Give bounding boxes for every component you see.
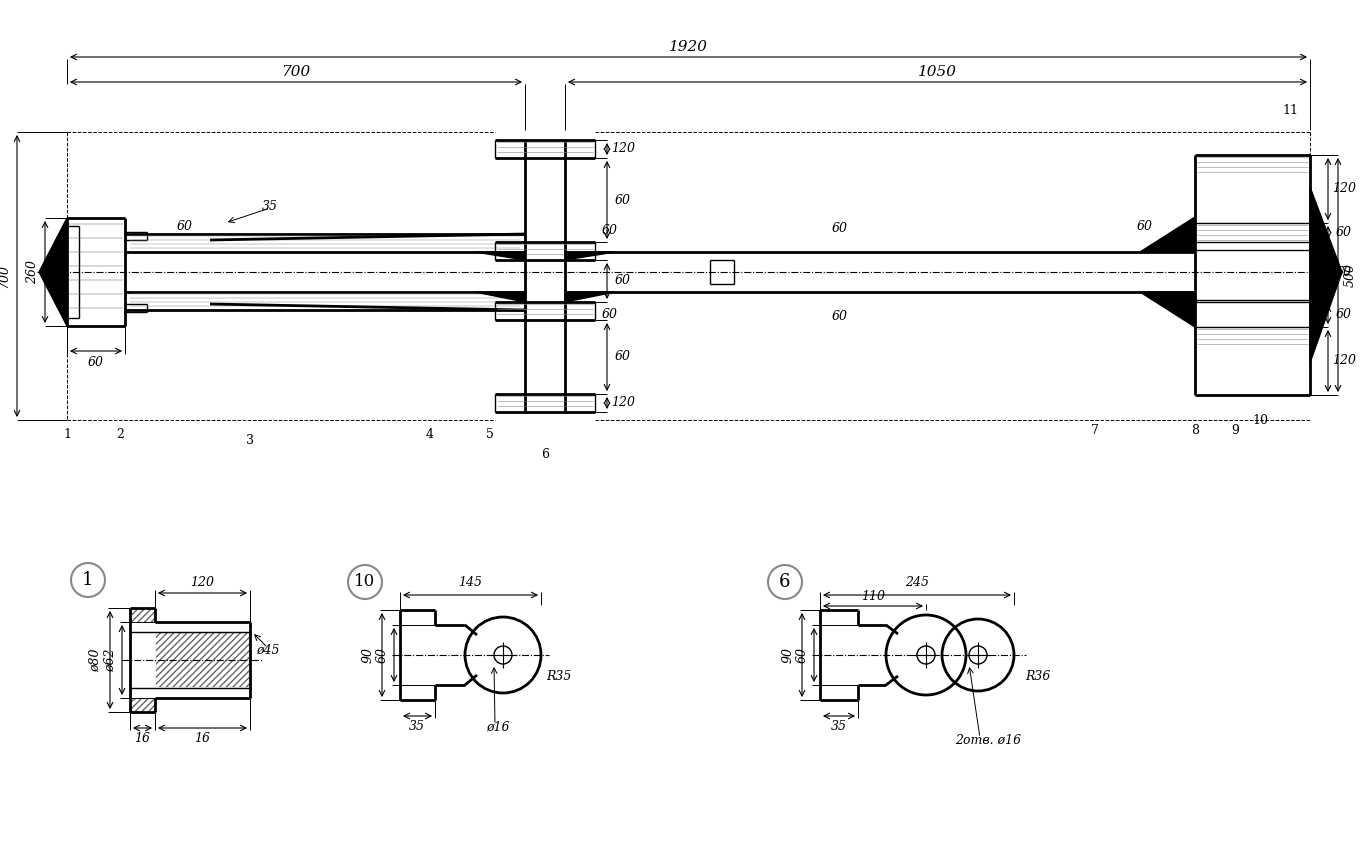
Text: 60: 60 [796, 647, 808, 663]
Text: 60: 60 [375, 647, 389, 663]
Text: ø45: ø45 [257, 644, 280, 656]
Text: 60: 60 [1336, 265, 1351, 278]
Text: ø16: ø16 [486, 721, 509, 734]
Polygon shape [1310, 187, 1342, 363]
Text: ø62: ø62 [104, 648, 116, 672]
Text: 145: 145 [459, 577, 482, 589]
Text: 60: 60 [616, 275, 631, 287]
Text: 110: 110 [861, 589, 885, 602]
Bar [131, 609, 156, 622]
Polygon shape [565, 292, 616, 302]
Polygon shape [565, 252, 616, 260]
Text: 245: 245 [905, 577, 930, 589]
Text: 500: 500 [1343, 263, 1357, 287]
Text: 10: 10 [1252, 414, 1268, 427]
Text: 9: 9 [1231, 423, 1239, 437]
Text: 4: 4 [426, 428, 434, 442]
Text: 60: 60 [87, 355, 104, 369]
Text: 7: 7 [1091, 423, 1099, 437]
Text: 60: 60 [177, 220, 192, 232]
Text: 60: 60 [833, 221, 848, 235]
Bar [156, 633, 248, 687]
Text: 60: 60 [1336, 308, 1351, 321]
Text: 35: 35 [831, 721, 848, 734]
Text: 260: 260 [26, 260, 40, 284]
Text: 90: 90 [782, 647, 794, 663]
Text: 90: 90 [362, 647, 374, 663]
Text: 3: 3 [246, 433, 254, 447]
Text: 11: 11 [1282, 103, 1298, 116]
Text: 700: 700 [281, 65, 311, 79]
Text: 35: 35 [410, 721, 425, 734]
Text: 1050: 1050 [917, 65, 957, 79]
Text: 6: 6 [541, 449, 549, 461]
Text: 120: 120 [190, 576, 214, 589]
Text: 60: 60 [616, 350, 631, 364]
Polygon shape [1140, 292, 1194, 327]
Text: 2отв. ø16: 2отв. ø16 [955, 734, 1021, 746]
Polygon shape [475, 292, 526, 302]
Text: 2: 2 [116, 428, 124, 442]
Polygon shape [40, 218, 67, 326]
Text: 1: 1 [82, 571, 94, 589]
Text: 6: 6 [779, 573, 790, 591]
Text: 16: 16 [194, 733, 210, 745]
Text: 60: 60 [602, 224, 618, 237]
Text: 16: 16 [134, 733, 150, 745]
Text: 120: 120 [612, 397, 635, 410]
Text: ø80: ø80 [89, 648, 101, 672]
Text: 60: 60 [1336, 226, 1351, 239]
Text: 1: 1 [63, 428, 71, 442]
Text: 60: 60 [833, 310, 848, 322]
Text: 60: 60 [616, 193, 631, 207]
Text: 1920: 1920 [669, 40, 707, 54]
Text: 60: 60 [1137, 220, 1153, 232]
Polygon shape [475, 252, 526, 260]
Text: 8: 8 [1192, 423, 1198, 437]
Text: 120: 120 [1332, 182, 1355, 196]
Text: 10: 10 [355, 573, 375, 590]
Text: 700: 700 [0, 264, 11, 288]
Text: 60: 60 [602, 308, 618, 321]
Text: 35: 35 [262, 199, 278, 213]
Text: R36: R36 [1025, 671, 1051, 683]
Text: R35: R35 [546, 671, 572, 683]
Bar [131, 699, 156, 711]
Text: 5: 5 [486, 428, 494, 442]
Text: 120: 120 [612, 142, 635, 155]
Text: 120: 120 [1332, 354, 1355, 367]
Polygon shape [1140, 217, 1194, 252]
